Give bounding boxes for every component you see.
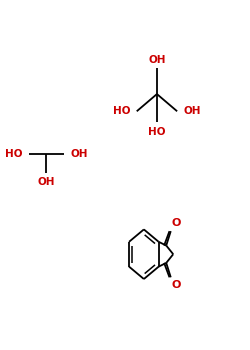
Text: OH: OH (183, 106, 200, 116)
Text: OH: OH (70, 149, 88, 159)
Text: HO: HO (113, 106, 131, 116)
Text: HO: HO (5, 149, 23, 159)
Text: OH: OH (38, 177, 55, 187)
Text: HO: HO (148, 127, 166, 137)
Text: OH: OH (148, 55, 166, 65)
Text: O: O (172, 280, 181, 290)
Text: O: O (172, 218, 181, 229)
